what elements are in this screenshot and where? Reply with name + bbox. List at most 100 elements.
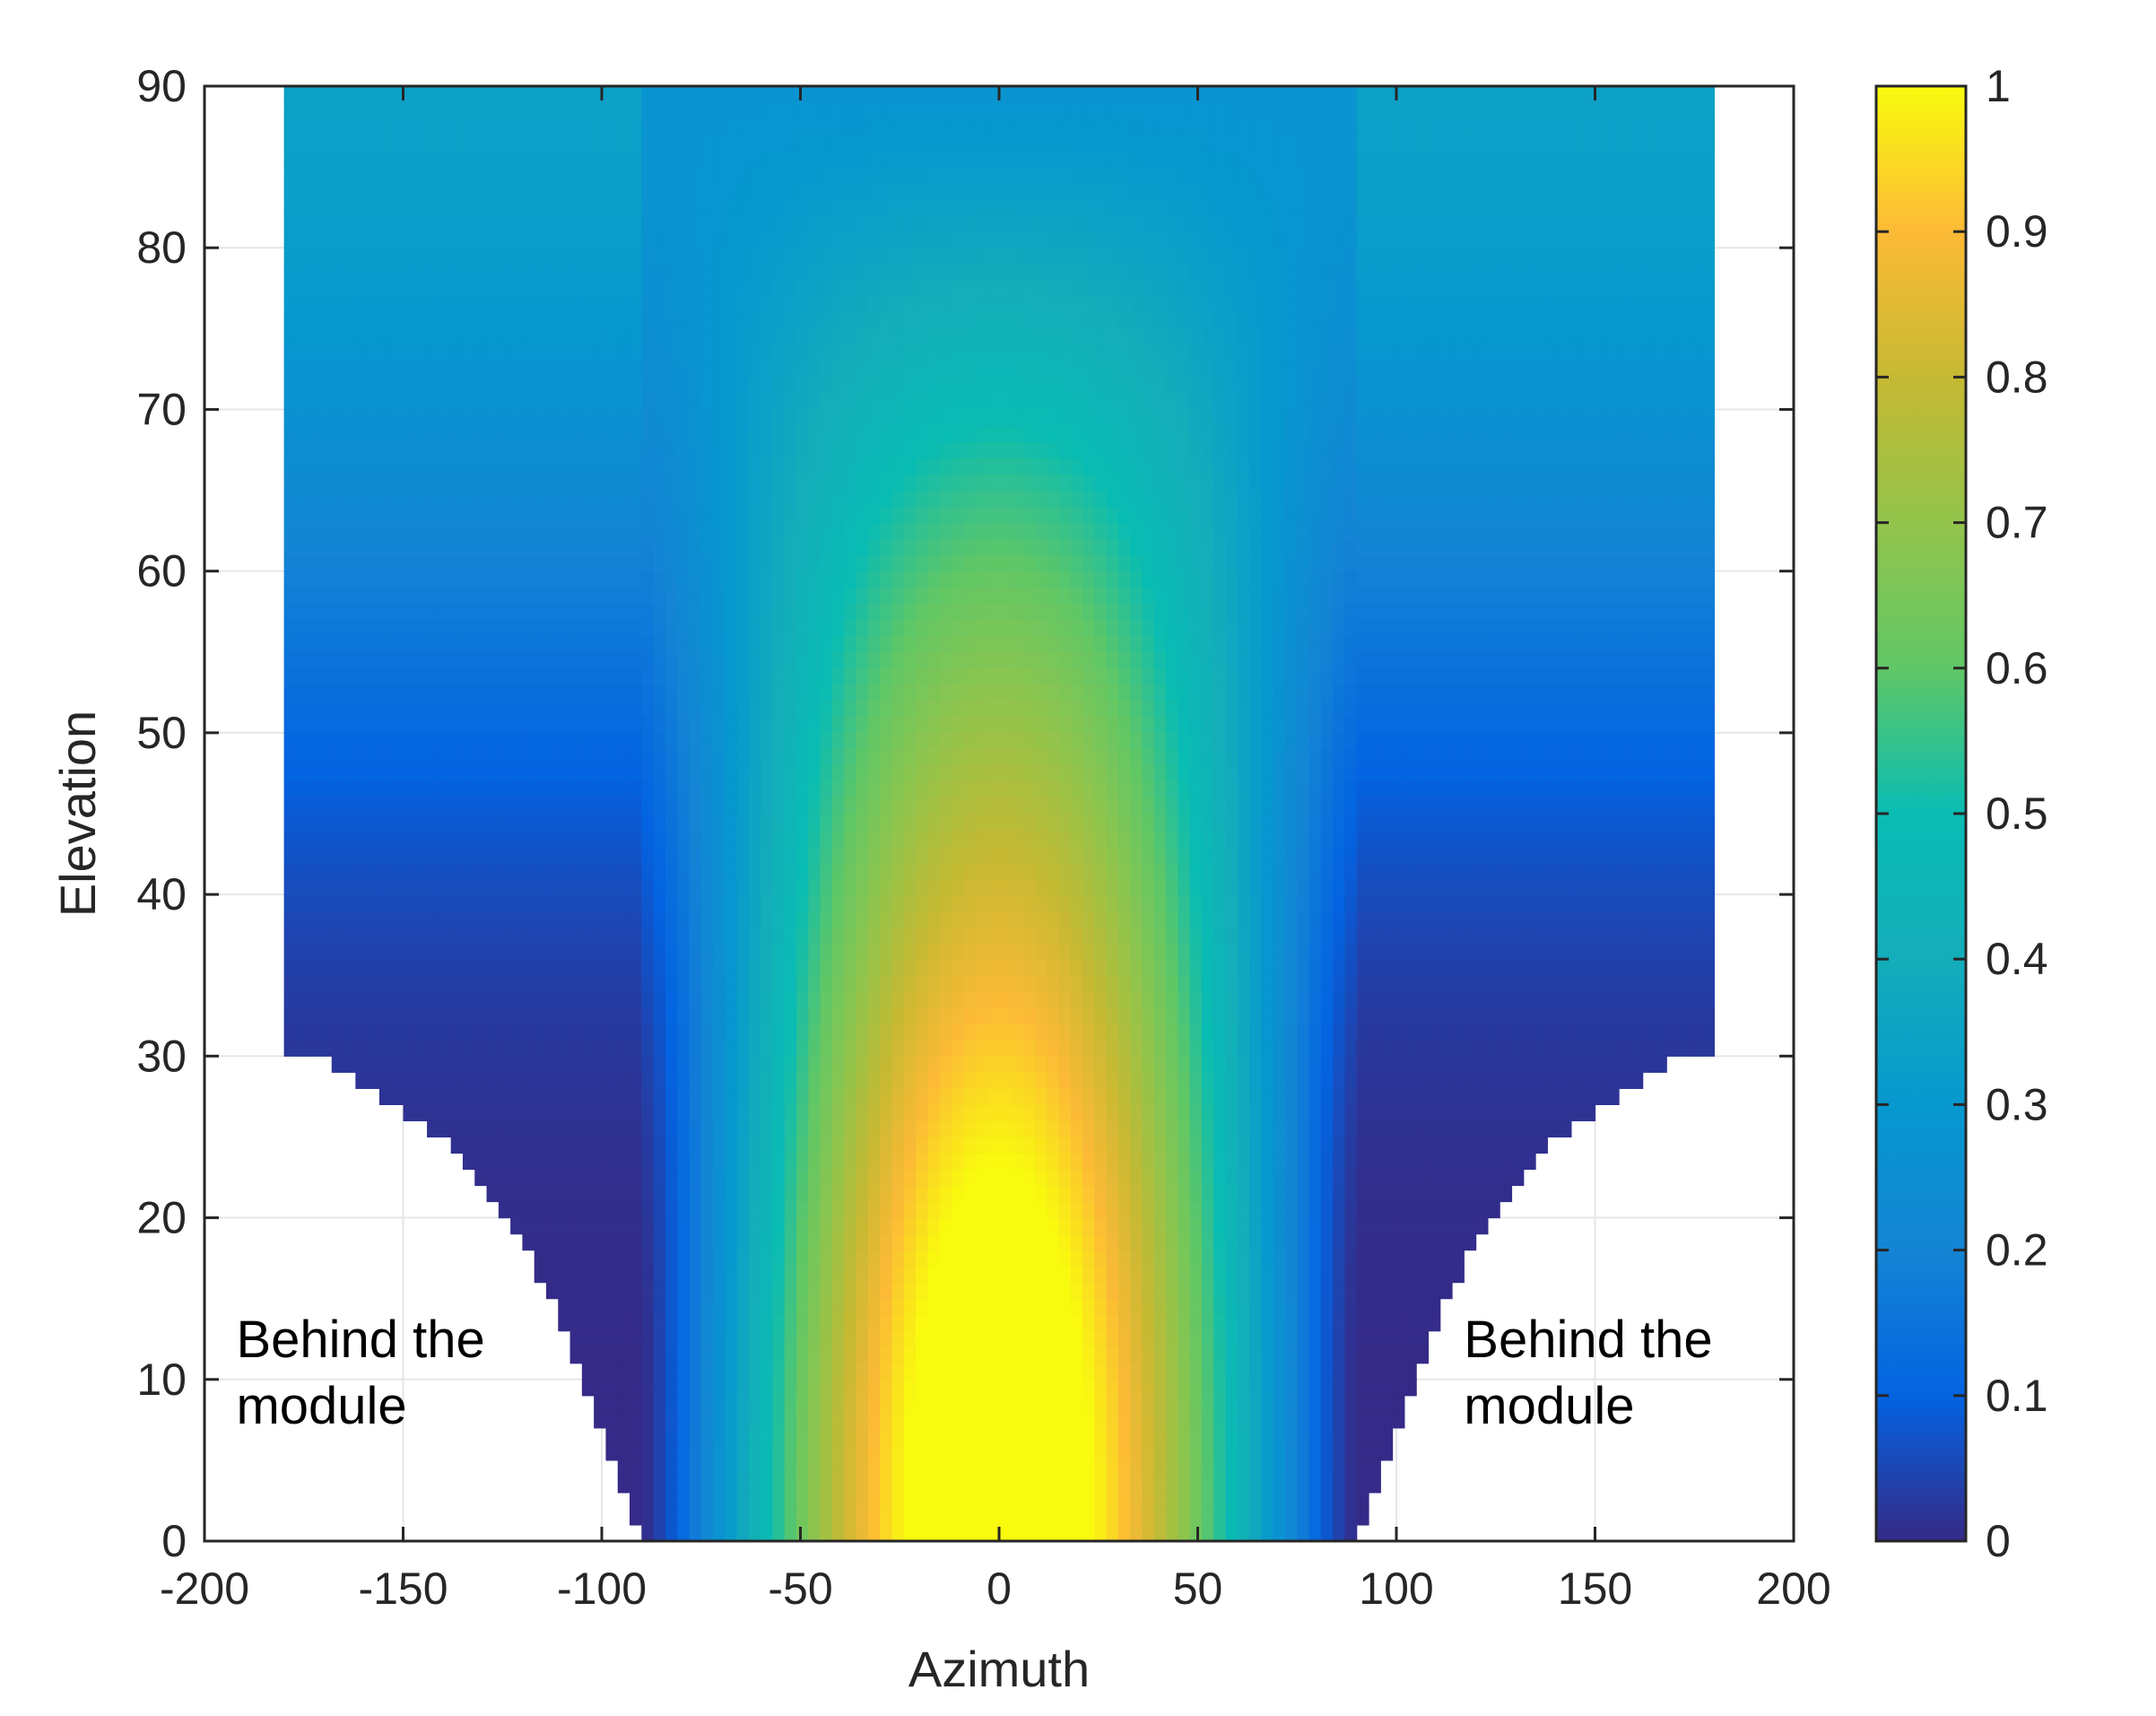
heatmap-cell [1261,910,1274,928]
heatmap-cell [1047,1460,1059,1477]
heatmap-cell [1190,862,1203,879]
heatmap-cell [535,927,547,944]
heatmap-cell [1166,701,1178,718]
heatmap-cell [1190,1283,1203,1300]
heatmap-cell [451,1137,464,1154]
heatmap-cell [1082,733,1095,750]
heatmap-cell [1643,959,1656,976]
heatmap-cell [535,910,547,928]
heatmap-cell [427,910,439,928]
heatmap-cell [1344,1331,1357,1348]
heatmap-cell [796,749,809,766]
heatmap-cell [1190,1120,1203,1137]
heatmap-cell [904,765,917,782]
heatmap-cell [725,1250,737,1267]
heatmap-cell [1107,878,1119,895]
heatmap-cell [1178,894,1190,911]
heatmap-cell [1452,1024,1465,1041]
heatmap-cell [1511,862,1524,879]
heatmap-cell [999,862,1012,879]
heatmap-cell [1309,1234,1322,1251]
heatmap-cell [701,1040,714,1057]
heatmap-cell [1082,701,1095,718]
heatmap-cell [510,814,523,831]
heatmap-cell [940,1218,952,1235]
heatmap-cell [749,943,761,960]
heatmap-cell [1118,1380,1131,1397]
heatmap-cell [594,1299,606,1316]
heatmap-cell [1142,781,1154,798]
heatmap-cell [546,1056,559,1073]
heatmap-cell [952,1120,964,1137]
heatmap-cell [474,910,487,928]
heatmap-cell [1595,846,1608,863]
heatmap-cell [1166,1040,1178,1057]
heatmap-cell [725,781,737,798]
heatmap-cell [1309,991,1322,1008]
heatmap-cell [713,878,726,895]
heatmap-cell [1166,910,1178,928]
heatmap-cell [856,862,869,879]
heatmap-cell [415,1040,428,1057]
heatmap-cell [701,1169,714,1186]
heatmap-cell [284,862,297,879]
heatmap-cell [927,765,940,782]
heatmap-cell [1679,846,1691,863]
heatmap-cell [1607,959,1620,976]
heatmap-cell [1511,991,1524,1008]
heatmap-cell [975,1315,987,1332]
heatmap-cell [952,943,964,960]
heatmap-cell [880,1509,892,1526]
heatmap-cell [284,1024,297,1041]
heatmap-cell [868,1509,881,1526]
heatmap-cell [1058,1218,1071,1235]
heatmap-cell [916,1137,928,1154]
heatmap-cell [630,1137,642,1154]
heatmap-cell [1261,797,1274,814]
heatmap-cell [761,814,773,831]
heatmap-cell [654,1250,666,1267]
heatmap-cell [987,1347,1000,1364]
heatmap-cell [1023,1088,1036,1105]
heatmap-cell [427,1088,439,1105]
heatmap-cell [1488,846,1500,863]
heatmap-cell [535,1267,547,1284]
heatmap-cell [940,1347,952,1364]
heatmap-cell [689,1347,701,1364]
heatmap-cell [1190,1153,1203,1170]
heatmap-cell [487,1137,500,1154]
heatmap-cell [1166,1104,1178,1121]
heatmap-cell [1380,830,1393,847]
heatmap-cell [927,1202,940,1219]
heatmap-cell [832,1299,845,1316]
heatmap-cell [618,1380,630,1397]
heatmap-cell [1333,1056,1345,1073]
heatmap-cell [1249,1460,1262,1477]
heatmap-cell [821,1299,833,1316]
heatmap-cell [689,1396,701,1413]
heatmap-cell [821,797,833,814]
heatmap-cell [665,959,678,976]
heatmap-cell [952,1072,964,1089]
heatmap-cell [355,927,368,944]
heatmap-cell [1285,910,1298,928]
heatmap-cell [749,1120,761,1137]
heatmap-cell [296,1007,309,1024]
heatmap-cell [641,894,654,911]
heatmap-cell [1488,830,1500,847]
heatmap-cell [1071,846,1083,863]
heatmap-cell [618,1283,630,1300]
heatmap-cell [785,1072,797,1089]
heatmap-cell [1238,814,1250,831]
heatmap-cell [439,878,451,895]
heatmap-cell [975,1056,987,1073]
heatmap-cell [1190,1186,1203,1203]
heatmap-cell [1511,846,1524,863]
heatmap-cell [927,878,940,895]
heatmap-cell [474,991,487,1008]
heatmap-cell [689,1331,701,1348]
heatmap-cell [1011,1380,1023,1397]
heatmap-cell [1333,781,1345,798]
heatmap-cell [1333,1493,1345,1510]
heatmap-cell [1619,991,1631,1008]
